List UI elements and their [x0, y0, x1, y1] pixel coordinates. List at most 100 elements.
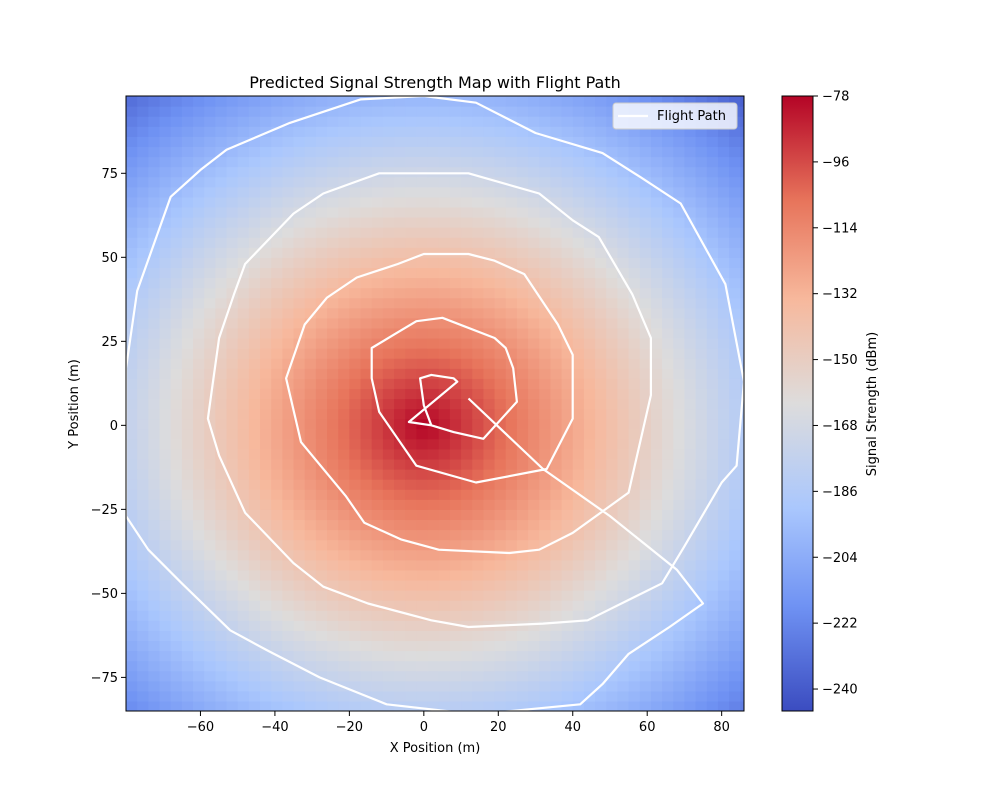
heatmap-cell	[148, 700, 161, 711]
heatmap-cell	[148, 408, 161, 420]
heatmap-cell	[405, 116, 417, 127]
heatmap-cell	[717, 348, 730, 359]
heatmap-cell	[293, 479, 306, 490]
heatmap-cell	[349, 156, 362, 168]
heatmap-cell	[293, 438, 306, 450]
heatmap-cell	[729, 700, 741, 711]
heatmap-cell	[472, 398, 484, 410]
heatmap-cell	[729, 458, 741, 470]
heatmap-cell	[550, 529, 563, 541]
heatmap-cell	[204, 267, 216, 279]
heatmap-cell	[617, 438, 630, 450]
heatmap-cell	[662, 438, 674, 450]
heatmap-cell	[561, 368, 574, 379]
heatmap-cell	[327, 479, 339, 490]
heatmap-cell	[561, 479, 574, 490]
heatmap-cell	[126, 287, 138, 299]
heatmap-cell	[215, 579, 228, 591]
heatmap-cell	[338, 438, 350, 450]
heatmap-cell	[617, 186, 630, 198]
heatmap-cell	[673, 287, 686, 299]
heatmap-cell	[539, 579, 552, 591]
heatmap-cell	[204, 307, 216, 319]
heatmap-cell	[583, 499, 596, 510]
heatmap-cell	[650, 166, 663, 178]
heatmap-cell	[304, 620, 317, 631]
heatmap-cell	[639, 196, 652, 208]
heatmap-cell	[260, 660, 272, 672]
heatmap-cell	[583, 438, 596, 450]
heatmap-cell	[181, 206, 194, 218]
heatmap-cell	[717, 469, 730, 480]
heatmap-cell	[248, 327, 261, 339]
heatmap-cell	[181, 388, 194, 400]
heatmap-cell	[293, 327, 306, 339]
heatmap-cell	[382, 257, 395, 268]
heatmap-cell	[394, 247, 406, 258]
heatmap-cell	[449, 509, 462, 521]
heatmap-cell	[628, 519, 641, 531]
heatmap-cell	[405, 670, 417, 682]
heatmap-cell	[539, 700, 552, 711]
heatmap-cell	[740, 428, 744, 440]
heatmap-cell	[416, 579, 429, 591]
heatmap-cell	[673, 600, 686, 611]
heatmap-cell	[427, 549, 440, 561]
heatmap-cell	[360, 428, 373, 440]
heatmap-cell	[684, 590, 697, 601]
heatmap-cell	[382, 469, 395, 480]
heatmap-cell	[159, 438, 172, 450]
heatmap-cell	[215, 247, 228, 258]
heatmap-cell	[606, 680, 619, 692]
heatmap-cell	[427, 317, 440, 329]
heatmap-cell	[382, 237, 395, 248]
heatmap-cell	[461, 408, 473, 420]
heatmap-cell	[193, 438, 205, 450]
heatmap-cell	[327, 106, 339, 117]
heatmap-cell	[271, 227, 283, 238]
heatmap-cell	[684, 388, 697, 400]
heatmap-cell	[126, 398, 138, 410]
heatmap-cell	[461, 186, 473, 198]
heatmap-cell	[382, 116, 395, 127]
heatmap-cell	[427, 116, 440, 127]
heatmap-cell	[583, 277, 596, 289]
heatmap-cell	[226, 640, 239, 652]
heatmap-cell	[717, 176, 730, 188]
heatmap-cell	[181, 378, 194, 389]
heatmap-cell	[126, 438, 138, 450]
heatmap-cell	[260, 600, 272, 611]
heatmap-cell	[159, 559, 172, 571]
heatmap-cell	[740, 297, 744, 309]
heatmap-cell	[315, 660, 328, 672]
heatmap-cell	[371, 700, 384, 711]
heatmap-cell	[271, 499, 283, 510]
heatmap-cell	[382, 106, 395, 117]
heatmap-cell	[483, 196, 496, 208]
heatmap-cell	[126, 448, 138, 460]
heatmap-cell	[159, 549, 172, 561]
heatmap-cell	[472, 237, 484, 248]
heatmap-cell	[639, 418, 652, 430]
heatmap-cell	[282, 277, 295, 289]
heatmap-cell	[673, 368, 686, 379]
heatmap-cell	[193, 539, 205, 551]
heatmap-cell	[193, 529, 205, 541]
heatmap-cell	[494, 660, 507, 672]
heatmap-cell	[483, 559, 496, 571]
heatmap-cell	[226, 247, 239, 258]
heatmap-cell	[438, 348, 451, 359]
heatmap-cell	[684, 519, 697, 531]
heatmap-cell	[583, 146, 596, 158]
heatmap-cell	[461, 600, 473, 611]
heatmap-cell	[349, 630, 362, 642]
heatmap-cell	[427, 277, 440, 289]
heatmap-cell	[282, 398, 295, 410]
heatmap-cell	[528, 337, 540, 349]
heatmap-cell	[717, 559, 730, 571]
heatmap-cell	[483, 670, 496, 682]
heatmap-cell	[170, 267, 183, 279]
heatmap-cell	[126, 559, 138, 571]
heatmap-cell	[248, 257, 261, 268]
heatmap-cell	[606, 216, 619, 228]
